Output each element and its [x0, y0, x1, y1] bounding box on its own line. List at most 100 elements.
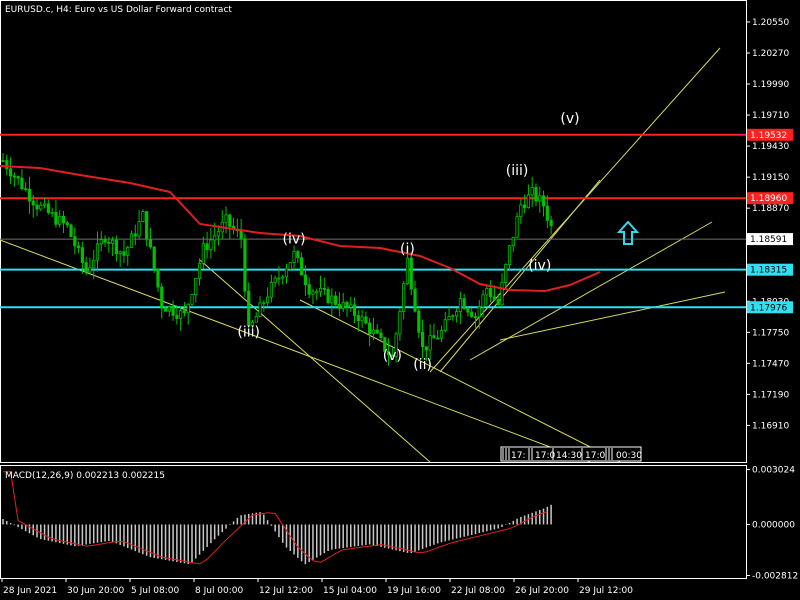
time-tick-label: 8 Jul 00:00	[195, 586, 244, 596]
candle-body	[129, 233, 134, 248]
trendline	[299, 299, 621, 463]
time-tick-label: 15 Jul 04:00	[323, 586, 377, 596]
candle-body	[171, 306, 175, 316]
candle-body	[413, 288, 417, 312]
candle-body	[20, 177, 24, 190]
candle-body	[152, 246, 156, 270]
candle-body	[530, 187, 534, 196]
macd-tick-label: 0.000000	[752, 520, 795, 530]
candle-body	[141, 211, 145, 222]
candle-body	[250, 321, 255, 327]
candle-body	[39, 204, 43, 210]
price-tick-label: 1.19710	[752, 111, 789, 121]
candle-body	[296, 251, 300, 259]
time-tick-label: 5 Jul 08:00	[131, 586, 180, 596]
candle-body	[307, 284, 311, 295]
candle-body	[239, 230, 243, 240]
candle-body	[216, 231, 221, 237]
price-tick-label: 1.17190	[752, 390, 789, 400]
candle-body	[186, 303, 190, 314]
candle-body	[12, 175, 16, 178]
candle-body	[356, 315, 360, 322]
candle-body	[69, 224, 73, 237]
wave-label: (iv)	[283, 232, 306, 248]
candle-body	[126, 246, 130, 256]
trendline	[439, 179, 601, 373]
candle-body	[417, 310, 421, 333]
candle-body	[201, 243, 205, 264]
macd-axis: 0.003024 0.000000 -0.002812	[746, 466, 798, 581]
candle-body	[405, 257, 410, 285]
candle-body	[31, 200, 35, 206]
candle-body	[341, 301, 345, 309]
trendline	[499, 291, 726, 341]
candle-body	[145, 211, 149, 240]
candle-body	[432, 335, 436, 339]
session-label: 00:30	[616, 451, 642, 461]
candle-body	[54, 211, 58, 225]
level-badge	[747, 128, 793, 141]
time-tick-label: 29 Jul 12:00	[579, 586, 633, 596]
candle-body	[454, 311, 459, 317]
macd-signal-line	[3, 471, 548, 565]
candle-body	[462, 298, 466, 310]
candlesticks	[1, 153, 553, 366]
candle-body	[114, 239, 118, 255]
candle-body	[485, 288, 489, 296]
candle-body	[545, 205, 549, 221]
candle-body	[182, 310, 187, 314]
candle-body	[352, 304, 357, 316]
price-tick-label: 1.17470	[752, 359, 789, 369]
candle-body	[303, 274, 308, 286]
candle-body	[292, 251, 296, 263]
candle-body	[269, 282, 273, 298]
candle-body	[424, 346, 428, 351]
candle-body	[318, 287, 323, 293]
time-axis: 28 Jun 2021 30 Jun 20:00 5 Jul 08:00 8 Jul …	[1, 578, 633, 596]
candle-body	[458, 298, 462, 313]
candle-body	[92, 259, 96, 269]
candle-body	[258, 302, 262, 317]
candle-body	[160, 286, 164, 309]
candle-body	[496, 299, 500, 306]
level-badge-label: 1.18315	[750, 266, 787, 276]
wave-label: (v)	[383, 348, 402, 364]
candle-body	[1, 160, 5, 162]
candle-body	[254, 316, 258, 323]
wave-label: (iv)	[528, 258, 551, 274]
candle-body	[466, 308, 470, 313]
candle-body	[334, 295, 338, 305]
candle-body	[507, 245, 512, 266]
candle-body	[541, 195, 546, 207]
candle-body	[402, 283, 406, 312]
wave-label: (v)	[560, 111, 579, 127]
wave-label: (iii)	[506, 163, 529, 179]
macd-pane-frame	[0, 465, 747, 579]
trendline	[199, 259, 431, 463]
candle-body	[77, 245, 81, 248]
candle-body	[224, 214, 228, 223]
candle-body	[247, 290, 251, 327]
price-tick-label: 1.19990	[752, 80, 789, 90]
candle-body	[371, 329, 376, 335]
candle-body	[379, 332, 383, 339]
candle-body	[390, 354, 394, 357]
candle-body	[526, 194, 531, 208]
wave-label: (i)	[400, 242, 415, 258]
level-badge	[747, 233, 793, 246]
candle-body	[35, 204, 39, 210]
candle-body	[148, 238, 153, 248]
candle-body	[205, 243, 209, 251]
level-badge-label: 1.18960	[750, 194, 787, 204]
candle-body	[61, 215, 66, 224]
chart-title: EURUSD.c, H4: Euro vs US Dollar Forward …	[5, 5, 232, 15]
session-label: 17:0	[585, 451, 605, 461]
price-pane[interactable]: 1.20550 1.20270 1.19990 1.19710 1.19430 1.191…	[0, 0, 793, 463]
macd-pane[interactable]: 0.003024 0.000000 -0.002812 MACD(12,26,9) …	[0, 465, 799, 582]
candle-body	[8, 168, 13, 177]
candle-body	[538, 195, 542, 202]
candle-body	[375, 329, 379, 334]
trendline	[0, 239, 591, 463]
candle-body	[118, 251, 122, 255]
